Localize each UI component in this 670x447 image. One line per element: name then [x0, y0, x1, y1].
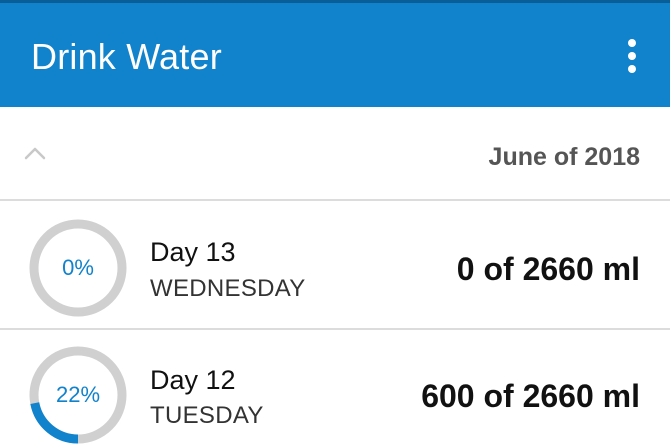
month-label: June of 2018 — [488, 143, 640, 171]
app-title: Drink Water — [31, 36, 222, 77]
app-bar: Drink Water — [0, 0, 670, 107]
month-header: June of 2018 — [0, 107, 670, 201]
progress-percent: 22% — [55, 382, 101, 407]
menu-dot — [628, 39, 636, 47]
day-row[interactable]: 22% Day 12 TUESDAY 600 of 2660 ml — [0, 330, 670, 447]
menu-dot — [628, 65, 636, 73]
water-amount: 600 of 2660 ml — [421, 378, 640, 414]
day-number: Day 13 — [150, 237, 236, 267]
menu-dot — [628, 52, 636, 60]
day-number: Day 12 — [150, 365, 236, 395]
weekday-label: TUESDAY — [150, 402, 264, 429]
weekday-label: WEDNESDAY — [150, 275, 306, 302]
more-vert-icon[interactable] — [622, 39, 642, 73]
progress-ring: 0% — [26, 216, 130, 320]
progress-percent: 0% — [62, 255, 94, 280]
progress-ring: 22% — [26, 343, 130, 447]
day-row[interactable]: 0% Day 13 WEDNESDAY 0 of 2660 ml — [0, 201, 670, 330]
chevron-up-icon[interactable] — [22, 144, 48, 162]
water-amount: 0 of 2660 ml — [456, 251, 640, 287]
